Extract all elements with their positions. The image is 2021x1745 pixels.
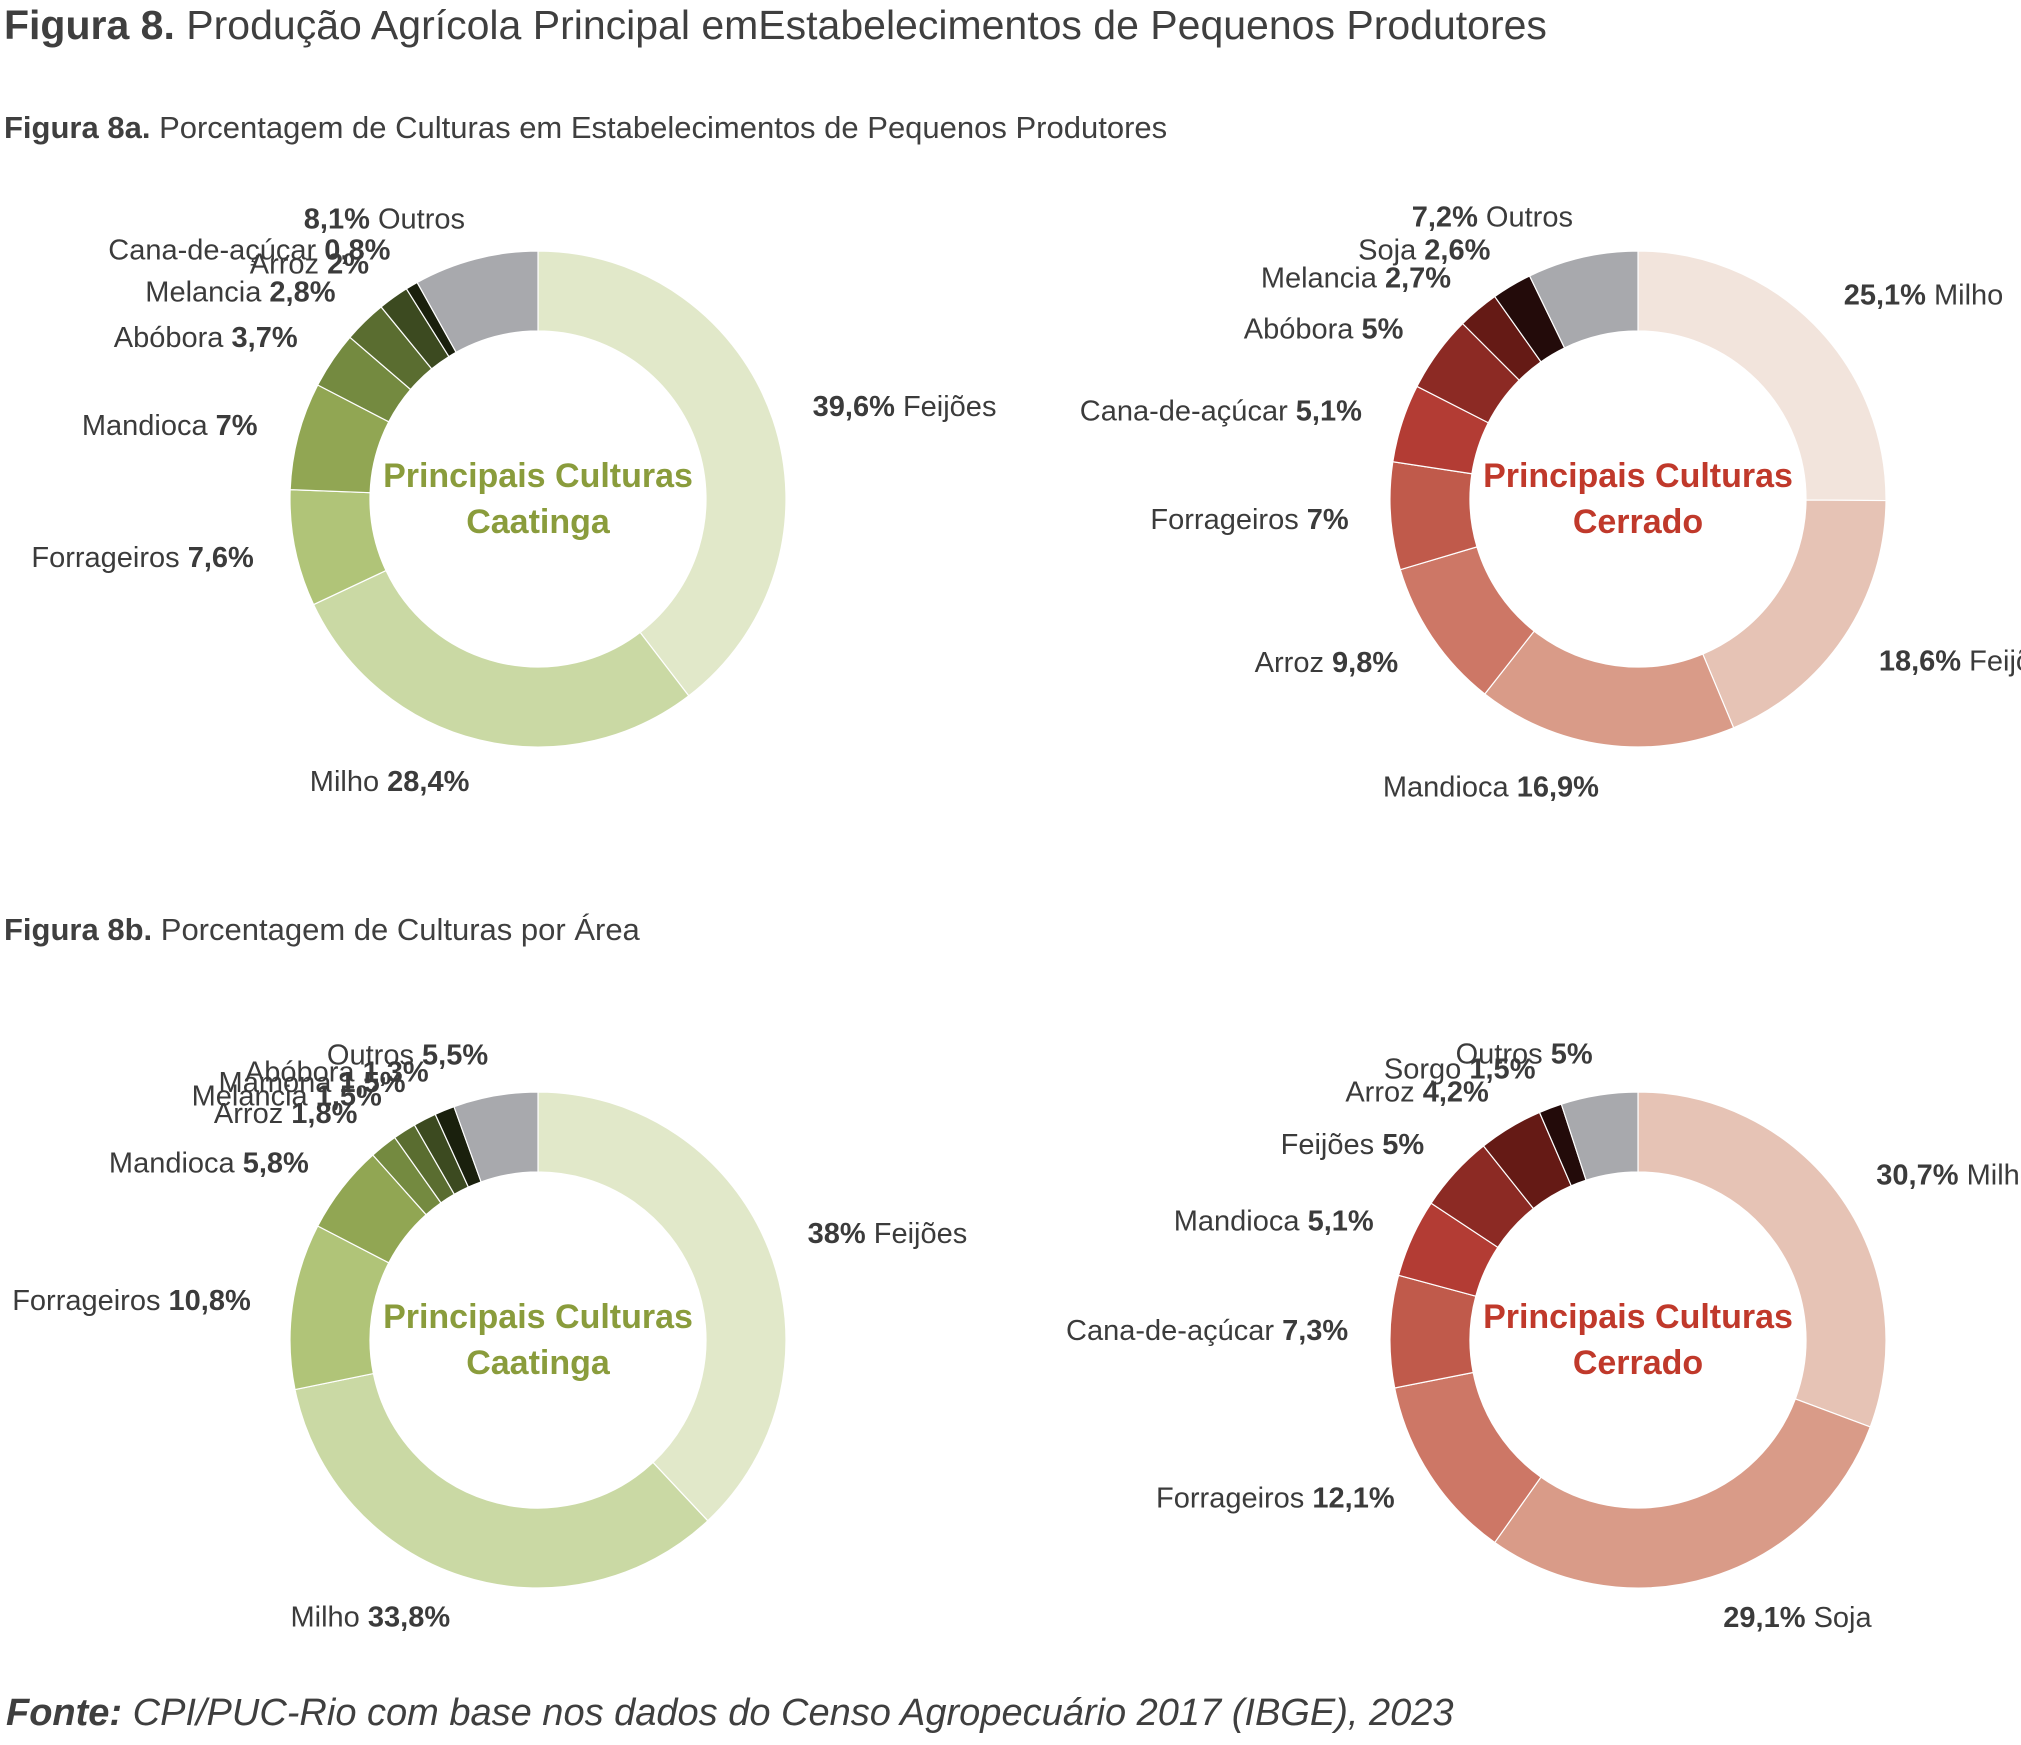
figure-title: Figura 8. Produção Agrícola Principal em…	[4, 2, 1547, 49]
donut-3-slice-feijoes	[537, 1091, 787, 1522]
donut-3-slice-outros	[453, 1091, 539, 1183]
donut-1-center-title: Principais Culturas	[383, 457, 693, 495]
donut-3-label-feijoes: 38% Feijões	[808, 1218, 968, 1250]
subfigure-a-text: Porcentagem de Culturas em Estabelecimen…	[159, 110, 1168, 145]
donut-4-label-forrageiros: Forrageiros 12,1%	[1156, 1483, 1395, 1515]
donut-4-label-arroz: Arroz 4,2%	[1345, 1076, 1489, 1108]
donut-4-label-sorgo: Sorgo 1,5%	[1384, 1054, 1536, 1086]
donut-2-label-forrageiros: Forrageiros 7%	[1150, 504, 1348, 536]
source-note: Fonte: CPI/PUC-Rio com base nos dados do…	[6, 1692, 1454, 1735]
donut-4-label-outros: Outros 5%	[1456, 1039, 1593, 1071]
donut-4-label-feijoes: Feijões 5%	[1281, 1129, 1425, 1161]
donut-1-label-abobora: Abóbora 3,7%	[114, 322, 298, 354]
subfigure-b-number: Figura 8b.	[4, 912, 153, 947]
donut-4-label-mandioca: Mandioca 5,1%	[1174, 1206, 1374, 1238]
donut-2-slice-outros	[1528, 250, 1639, 349]
donut-2-label-melancia: Melancia 2,7%	[1261, 262, 1451, 294]
donut-2-slice-milho	[1637, 250, 1887, 502]
donut-4-label-cana-de-acucar: Cana-de-açúcar 7,3%	[1066, 1315, 1348, 1347]
donut-1-slice-feijoes	[537, 250, 787, 697]
donut-2-label-soja: Soja 2,6%	[1358, 234, 1490, 266]
subfigure-b-title: Figura 8b. Porcentagem de Culturas por Á…	[4, 912, 640, 948]
donut-2-label-arroz: Arroz 9,8%	[1255, 647, 1399, 679]
donut-3-label-forrageiros: Forrageiros 10,8%	[12, 1285, 251, 1317]
donut-2-label-outros: 7,2% Outros	[1412, 201, 1573, 233]
donut-4-label-soja: 29,1% Soja	[1723, 1602, 1872, 1634]
donut-2-slice-feijoes	[1701, 499, 1887, 729]
donut-2-slice-mandioca	[1483, 630, 1735, 748]
donut-1-slice-milho	[312, 569, 690, 748]
donut-1-label-outros: 8,1% Outros	[304, 203, 465, 235]
figure-title-number: Figura 8.	[4, 2, 175, 48]
source-label: Fonte:	[6, 1692, 123, 1734]
donut-3-slice-milho	[294, 1372, 709, 1589]
donut-1-label-mandioca: Mandioca 7%	[82, 410, 258, 442]
donut-4-center-title: Principais Culturas	[1483, 1298, 1793, 1336]
donut-3-label-mandioca: Mandioca 5,8%	[109, 1147, 309, 1179]
subfigure-a-number: Figura 8a.	[4, 110, 151, 145]
donut-3-center-title: Principais Culturas	[383, 1298, 693, 1336]
donut-1-slice-outros	[416, 250, 539, 354]
figure-title-text: Produção Agrícola Principal emEstabeleci…	[186, 2, 1547, 48]
donut-1-label-melancia: Melancia 2,8%	[145, 276, 335, 308]
donut-3-label-melancia: Melancia 1,5%	[192, 1081, 382, 1113]
donut-2-center-title: Principais Culturas	[1483, 457, 1793, 495]
donut-1-label-milho: Milho 28,4%	[310, 766, 470, 798]
donut-2-label-cana-de-acucar: Cana-de-açúcar 5,1%	[1080, 395, 1362, 427]
donut-4-slice-milho	[1637, 1091, 1887, 1428]
donut-4-slice-outros	[1560, 1091, 1639, 1181]
donut-2-label-mandioca: Mandioca 16,9%	[1383, 771, 1599, 803]
donut-2-label-feijoes: 18,6% Feijões	[1879, 645, 2021, 677]
donut-2-label-abobora: Abóbora 5%	[1244, 314, 1404, 346]
donut-3-label-arroz: Arroz 1,8%	[214, 1098, 358, 1130]
subfigure-a-title: Figura 8a. Porcentagem de Culturas em Es…	[4, 110, 1167, 146]
donut-4-center-region: Cerrado	[1573, 1344, 1703, 1382]
donut-1-label-feijoes: 39,6% Feijões	[813, 391, 997, 423]
donut-3-center-region: Caatinga	[466, 1344, 611, 1382]
donut-3-label-mamona: Mamona 1,5%	[219, 1067, 406, 1099]
source-text: CPI/PUC-Rio com base nos dados do Censo …	[132, 1692, 1454, 1734]
donut-2-label-milho: 25,1% Milho	[1844, 280, 2004, 312]
donut-1-center-region: Caatinga	[466, 503, 611, 541]
donut-3-label-outros: Outros 5,5%	[327, 1039, 488, 1071]
donut-1-label-arroz: Arroz 2%	[250, 248, 369, 280]
donut-4-label-milho: 30,7% Milho	[1876, 1160, 2021, 1192]
donut-1-label-cana-de-acucar: Cana-de-açúcar 0,8%	[108, 234, 390, 266]
donut-1-label-forrageiros: Forrageiros 7,6%	[31, 542, 254, 574]
subfigure-b-text: Porcentagem de Culturas por Área	[160, 912, 640, 947]
donut-2-center-region: Cerrado	[1573, 503, 1703, 541]
donut-3-label-milho: Milho 33,8%	[291, 1601, 451, 1633]
donut-4-slice-soja	[1493, 1398, 1872, 1589]
donut-3-label-abobora: Abóbora 1,3%	[245, 1056, 429, 1088]
